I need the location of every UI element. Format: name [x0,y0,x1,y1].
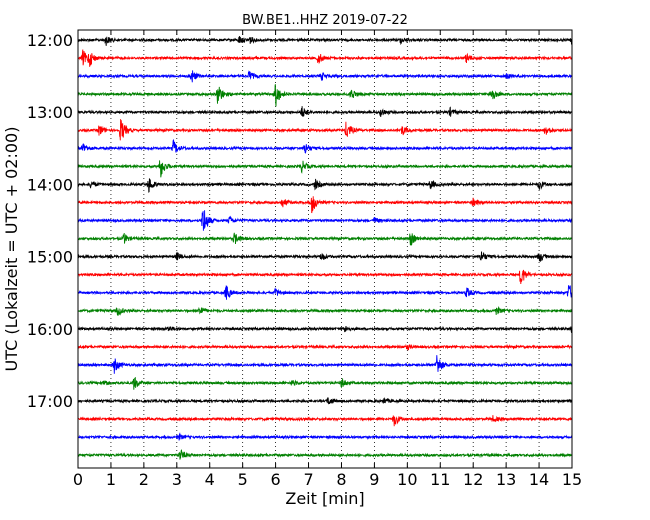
trace-row [77,49,573,67]
trace-line [77,397,573,405]
trace-layer [77,35,573,460]
trace-row [77,106,573,118]
trace-line [77,106,573,118]
trace-line [77,35,573,46]
chart-title: BW.BE1..HHZ 2019-07-22 [242,13,408,28]
trace-row [77,119,573,141]
y-tick-label: 12:00 [27,31,73,50]
trace-row [77,196,573,214]
x-tick-label: 2 [139,470,149,489]
trace-line [77,70,573,83]
y-tick-label: 15:00 [27,248,73,267]
trace-line [77,210,573,231]
x-tick-label: 5 [238,470,248,489]
x-tick-label: 1 [106,470,116,489]
trace-line [77,232,573,246]
trace-row [77,251,573,262]
trace-row [77,84,573,107]
trace-line [77,269,573,285]
y-axis-label: UTC (Lokalzeit = UTC + 02:00) [2,127,21,372]
trace-row [77,377,572,390]
x-tick-label: 11 [430,470,450,489]
trace-line [77,196,573,214]
y-tick-label: 13:00 [27,103,73,122]
plot-frame [77,29,573,469]
trace-line [77,138,572,154]
trace-row [77,397,573,405]
x-tick-label: 6 [271,470,281,489]
x-tick-label: 14 [529,470,549,489]
trace-line [77,343,573,351]
trace-line [77,285,573,300]
trace-line [77,160,573,178]
trace-line [77,432,573,441]
x-tick-label: 7 [303,470,313,489]
x-axis-label: Zeit [min] [285,489,364,508]
trace-row [77,355,573,374]
trace-row [77,210,573,231]
x-tick-label: 12 [463,470,483,489]
trace-line [77,119,573,141]
trace-row [77,449,572,460]
trace-row [77,232,573,246]
x-tick-label: 13 [496,470,516,489]
trace-row [77,305,573,316]
trace-row [77,415,573,427]
x-tick-label: 9 [369,470,379,489]
x-tick-label: 8 [336,470,346,489]
y-tick-label: 14:00 [27,175,73,194]
trace-row [77,285,573,300]
trace-row [77,432,573,441]
y-tick-label: 16:00 [27,320,73,339]
trace-row [77,70,573,83]
trace-line [77,178,573,193]
x-tick-label: 0 [73,470,83,489]
trace-line [77,251,573,262]
x-tick-label: 3 [172,470,182,489]
trace-line [77,49,573,67]
trace-row [77,269,573,285]
trace-line [77,415,573,427]
trace-line [77,325,573,333]
x-tick-label: 10 [397,470,417,489]
trace-line [77,449,572,460]
trace-row [77,138,572,154]
trace-line [77,355,573,374]
x-tick-label: 4 [205,470,215,489]
y-tick-label: 17:00 [27,392,73,411]
trace-line [77,377,572,390]
trace-line [77,305,573,316]
trace-row [77,325,573,333]
trace-row [77,35,573,46]
trace-line [77,84,573,107]
x-tick-label: 15 [562,470,582,489]
trace-row [77,343,573,351]
axis-ticks: 0 1 2 3 4 5 6 7 8 9 10 11 12 13 14 1512:0013:0014:0015:… [27,30,582,489]
trace-row [77,178,573,193]
trace-row [77,160,573,178]
